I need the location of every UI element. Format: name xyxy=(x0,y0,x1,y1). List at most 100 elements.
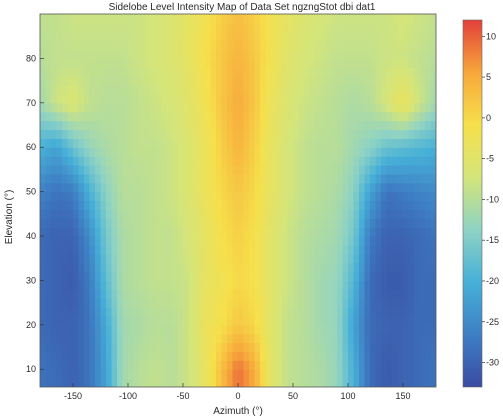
heatmap-cell xyxy=(221,191,228,202)
heatmap-cell xyxy=(78,102,85,113)
heatmap-cell xyxy=(40,280,47,290)
heatmap-cell xyxy=(89,182,96,193)
heatmap-cell xyxy=(40,138,47,148)
heatmap-cell xyxy=(133,120,140,131)
heatmap-cell xyxy=(320,227,327,237)
heatmap-cell xyxy=(320,280,327,290)
heatmap-cell xyxy=(265,22,272,33)
heatmap-cell xyxy=(370,67,377,77)
heatmap-cell xyxy=(177,173,184,184)
heatmap-cell xyxy=(249,218,256,228)
heatmap-cell xyxy=(56,218,63,228)
heatmap-cell xyxy=(364,147,371,157)
heatmap-cell xyxy=(238,85,245,95)
heatmap-cell xyxy=(150,218,157,228)
heatmap-cell xyxy=(117,244,124,255)
heatmap-cell xyxy=(177,360,184,370)
heatmap-cell xyxy=(100,102,107,113)
heatmap-cell xyxy=(298,138,305,148)
heatmap-cell xyxy=(265,324,272,335)
heatmap-cell xyxy=(232,280,239,290)
heatmap-cell xyxy=(414,315,421,326)
heatmap-cell xyxy=(315,236,322,246)
heatmap-cell xyxy=(100,200,107,210)
heatmap-cell xyxy=(304,351,311,361)
heatmap-cell xyxy=(45,271,52,282)
heatmap-cell xyxy=(403,360,410,370)
heatmap-cell xyxy=(271,307,278,317)
heatmap-cell xyxy=(265,333,272,344)
heatmap-cell xyxy=(232,102,239,113)
heatmap-cell xyxy=(326,369,333,379)
heatmap-cell xyxy=(73,342,80,353)
heatmap-cell xyxy=(430,307,436,317)
heatmap-cell xyxy=(331,360,338,370)
heatmap-cell xyxy=(375,156,382,166)
heatmap-cell xyxy=(370,49,377,59)
heatmap-cell xyxy=(276,289,283,299)
heatmap-cell xyxy=(375,93,382,104)
heatmap-cell xyxy=(414,31,421,42)
heatmap-cell xyxy=(210,244,217,255)
heatmap-cell xyxy=(271,173,278,184)
heatmap-cell xyxy=(293,156,300,166)
heatmap-cell xyxy=(359,182,366,193)
heatmap-cell xyxy=(56,93,63,104)
heatmap-cell xyxy=(408,218,415,228)
heatmap-cell xyxy=(73,67,80,77)
heatmap-cell xyxy=(128,369,135,379)
heatmap-cell xyxy=(106,76,113,86)
heatmap-cell xyxy=(227,227,234,237)
heatmap-cell xyxy=(128,289,135,299)
heatmap-cell xyxy=(287,147,294,157)
heatmap-cell xyxy=(238,40,245,51)
heatmap-cell xyxy=(342,111,349,122)
heatmap-cell xyxy=(45,67,52,77)
heatmap-cell xyxy=(221,93,228,104)
heatmap-cell xyxy=(386,378,393,387)
heatmap-cell xyxy=(298,262,305,273)
heatmap-cell xyxy=(150,360,157,370)
heatmap-cell xyxy=(414,236,421,246)
heatmap-cell xyxy=(359,111,366,122)
heatmap-cell xyxy=(199,324,206,335)
heatmap-cell xyxy=(67,191,74,202)
heatmap-cell xyxy=(188,307,195,317)
heatmap-cell xyxy=(216,22,223,33)
heatmap-cell xyxy=(56,111,63,122)
heatmap-cell xyxy=(172,111,179,122)
heatmap-cell xyxy=(133,156,140,166)
heatmap-cell xyxy=(177,289,184,299)
heatmap-cell xyxy=(133,280,140,290)
heatmap-cell xyxy=(337,324,344,335)
x-tick-label: 100 xyxy=(340,391,355,401)
heatmap-cell xyxy=(95,22,102,33)
heatmap-cell xyxy=(298,14,305,24)
heatmap-cell xyxy=(128,227,135,237)
heatmap-cell xyxy=(337,378,344,387)
heatmap-cell xyxy=(232,129,239,139)
heatmap-cell xyxy=(359,58,366,68)
heatmap-cell xyxy=(337,262,344,273)
heatmap-cell xyxy=(188,280,195,290)
heatmap-cell xyxy=(304,182,311,193)
heatmap-cell xyxy=(188,138,195,148)
heatmap-cell xyxy=(287,120,294,131)
heatmap-cell xyxy=(188,85,195,95)
heatmap-cell xyxy=(276,111,283,122)
heatmap-cell xyxy=(128,22,135,33)
heatmap-cell xyxy=(40,342,47,353)
heatmap-cell xyxy=(287,209,294,219)
heatmap-cell xyxy=(128,315,135,326)
heatmap-cell xyxy=(84,85,91,95)
heatmap-cell xyxy=(73,360,80,370)
heatmap-cell xyxy=(342,333,349,344)
heatmap-cell xyxy=(67,342,74,353)
heatmap-cell xyxy=(408,67,415,77)
heatmap-cell xyxy=(353,182,360,193)
heatmap-cell xyxy=(128,93,135,104)
heatmap-cell xyxy=(243,76,250,86)
heatmap-cell xyxy=(337,111,344,122)
heatmap-cell xyxy=(183,298,190,308)
heatmap-cell xyxy=(298,102,305,113)
